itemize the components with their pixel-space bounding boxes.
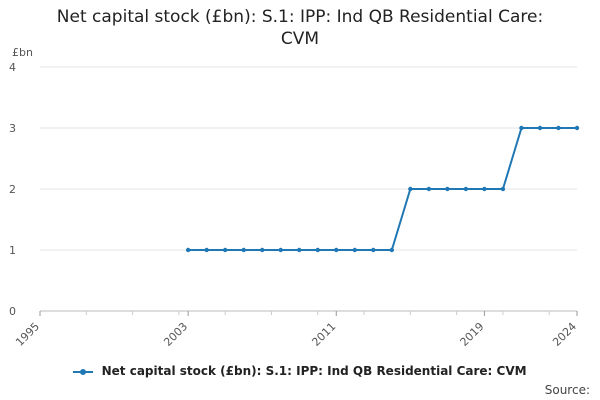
data-point[interactable]	[389, 247, 395, 253]
legend-series-label: Net capital stock (£bn): S.1: IPP: Ind Q…	[101, 364, 527, 378]
data-point[interactable]	[352, 247, 357, 253]
data-point[interactable]	[482, 186, 487, 192]
data-point[interactable]	[537, 125, 543, 131]
chart-legend[interactable]: Net capital stock (£bn): S.1: IPP: Ind Q…	[0, 364, 600, 378]
data-point[interactable]	[519, 125, 524, 131]
data-point[interactable]	[463, 186, 469, 192]
data-point[interactable]	[574, 125, 580, 131]
chart-title: Net capital stock (£bn): S.1: IPP: Ind Q…	[0, 6, 600, 50]
axis-layer: 0 1 2 3 4 1995 2003 2011 2019 2024	[9, 61, 579, 349]
legend-line-marker-icon	[73, 367, 94, 377]
y-tick-label: 1	[9, 244, 16, 257]
chart-title-line-1: Net capital stock (£bn): S.1: IPP: Ind Q…	[56, 7, 544, 27]
y-tick-label: 0	[9, 305, 16, 318]
data-point[interactable]	[408, 186, 413, 192]
x-tick-label: 2003	[161, 320, 190, 349]
x-tick-label: 1995	[13, 320, 42, 349]
data-point[interactable]	[426, 186, 432, 192]
data-point[interactable]	[500, 186, 506, 192]
data-point[interactable]	[445, 186, 450, 192]
data-point[interactable]	[315, 247, 320, 253]
data-point[interactable]	[297, 247, 302, 253]
data-point[interactable]	[241, 247, 246, 253]
series-layer	[185, 125, 580, 253]
data-point[interactable]	[278, 247, 283, 253]
data-point[interactable]	[260, 247, 265, 253]
x-tick-label: 2019	[458, 320, 487, 349]
data-point[interactable]	[204, 247, 209, 253]
chart-title-line-2: CVM	[280, 29, 320, 49]
x-tick-label: 2011	[309, 320, 338, 349]
data-point[interactable]	[556, 125, 561, 131]
y-axis-unit-label: £bn	[12, 46, 33, 59]
data-point[interactable]	[334, 247, 339, 253]
y-tick-label: 3	[9, 122, 16, 135]
y-tick-label: 4	[9, 61, 16, 74]
series-line	[188, 127, 577, 251]
y-tick-label: 2	[9, 183, 16, 196]
source-label: Source:	[544, 383, 590, 397]
x-tick-label: 2024	[550, 320, 579, 349]
data-point[interactable]	[222, 247, 228, 253]
data-point[interactable]	[371, 247, 376, 253]
data-point[interactable]	[185, 247, 191, 253]
